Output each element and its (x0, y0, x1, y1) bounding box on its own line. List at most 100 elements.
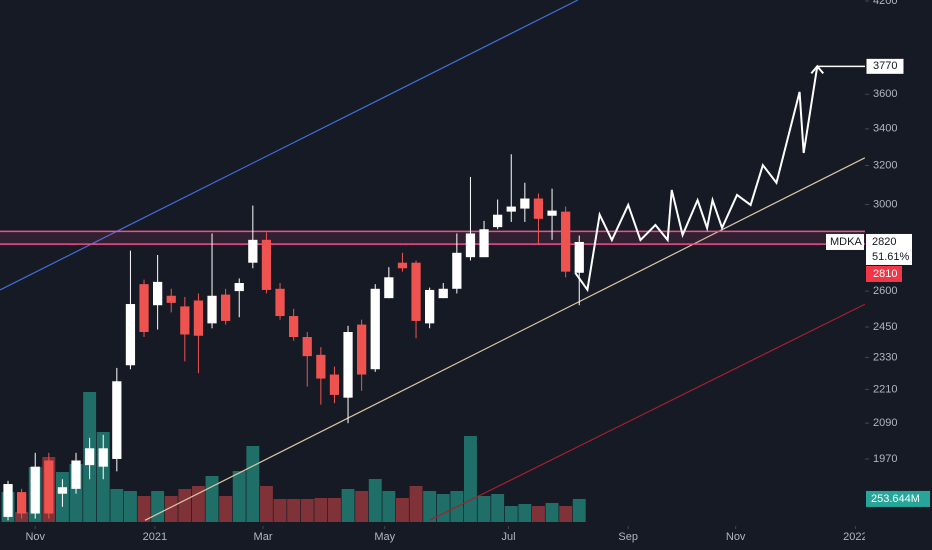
volume-bar (423, 491, 437, 522)
candle-body (438, 288, 448, 299)
candle-body (57, 487, 68, 494)
projection-path (574, 66, 819, 293)
alert-label: 2810 (873, 268, 897, 280)
y-tick-label: 3400 (873, 123, 897, 135)
volume-bar (314, 498, 328, 522)
x-tick-label: Sep (618, 531, 638, 543)
candle-body (343, 332, 353, 398)
candle-body (207, 295, 217, 324)
price-tag (866, 233, 912, 265)
candle-body (425, 289, 435, 324)
plot-area: Nov 2021 Mar May Jul Sep Nov 2022 MDKA (0, 0, 868, 543)
candle-body (98, 448, 108, 467)
candle-body (479, 229, 489, 258)
volume-bar (205, 476, 219, 522)
candle-body (370, 288, 380, 370)
candle-body (71, 460, 81, 489)
y-tick-label: 3200 (873, 159, 897, 171)
candle-body (316, 354, 326, 379)
y-tick-label: 2210 (873, 383, 897, 395)
volume-bar (110, 489, 124, 522)
candle-body (302, 337, 312, 357)
candle-body (574, 241, 584, 273)
last-price-label: 2820 (872, 236, 896, 248)
candle-body (329, 374, 340, 395)
target-tag (865, 57, 905, 75)
volume-bar (436, 494, 450, 522)
x-tick-label: 2021 (143, 531, 167, 543)
y-tick-label: 2090 (873, 417, 897, 429)
volume-bar (504, 506, 518, 522)
candle-body (125, 304, 136, 366)
y-tick-label: 1970 (873, 453, 897, 465)
volume-bar (164, 496, 178, 522)
y-tick-label: 4200 (873, 0, 897, 7)
y-tick-label: 2600 (873, 285, 897, 297)
candle-body (30, 466, 40, 514)
volume-bar (259, 486, 273, 522)
volume-bar (382, 491, 396, 522)
candle-body (397, 262, 408, 269)
volume-bar (477, 496, 491, 522)
volume-bar (151, 491, 165, 522)
candle-body (44, 460, 54, 514)
volume-bar (123, 491, 137, 522)
candle-body (493, 214, 503, 228)
y-tick-label: 2450 (873, 321, 897, 333)
y-tick-label: 3600 (873, 88, 897, 100)
price-axis-labels: 4200 3600 3400 3200 3000 2600 2450 2330 2210 2090… (865, 0, 930, 507)
volume-bar (178, 489, 192, 522)
candle-body (411, 262, 421, 321)
y-tick-label: 3000 (873, 198, 897, 210)
volume-bar (300, 499, 314, 522)
candle-body (452, 252, 462, 289)
volume-bar (246, 446, 260, 522)
candle-body (17, 492, 27, 514)
candle-body (289, 316, 299, 338)
target-label: 3770 (873, 60, 897, 72)
candle-body (234, 283, 244, 292)
trendline (429, 303, 866, 521)
x-tick-label: Nov (25, 531, 45, 543)
x-tick-label: May (374, 531, 395, 543)
x-tick-label: Mar (254, 531, 273, 543)
candle-body (112, 381, 122, 459)
volume-bar (287, 499, 301, 522)
volume-bar (545, 503, 559, 522)
trendline (144, 157, 866, 521)
volume-bar (219, 496, 233, 522)
candle-body (465, 233, 476, 258)
candle-body (85, 448, 95, 466)
candle-body (547, 210, 557, 216)
volume-label: 253.644M (871, 493, 920, 505)
volume-bar (273, 499, 287, 522)
change-label: 51.61% (872, 251, 910, 263)
volume-bar (355, 491, 369, 522)
volume-bar (341, 489, 355, 522)
volume-bar (137, 496, 151, 522)
candle-body (561, 211, 571, 272)
candle-body (506, 206, 516, 212)
candle-body (357, 324, 367, 375)
candle-body (153, 281, 163, 306)
volume-bar (395, 498, 409, 522)
candle-body (261, 239, 272, 290)
volume-bar (491, 494, 505, 522)
alert-tag (866, 265, 902, 282)
symbol-label: MDKA (830, 236, 862, 248)
candle-body (221, 294, 231, 321)
volume-tag (866, 490, 930, 507)
volume-bar (368, 479, 382, 522)
candle-body (139, 284, 149, 333)
candle-body (248, 239, 258, 263)
candle-body (166, 295, 176, 303)
x-tick-label: Nov (726, 531, 746, 543)
candle-body (3, 484, 13, 517)
volume-bar (559, 506, 573, 522)
trendline (0, 0, 579, 291)
volume-bar (463, 436, 477, 522)
volume-bar (531, 506, 545, 522)
candle-body (533, 198, 544, 219)
volume-bar (232, 471, 246, 522)
symbol-tag (826, 233, 864, 250)
